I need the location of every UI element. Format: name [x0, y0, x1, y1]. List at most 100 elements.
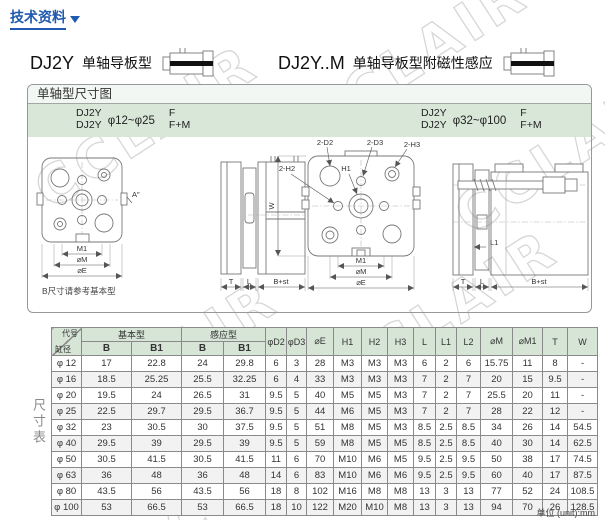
dim-cell: 15: [512, 371, 544, 388]
dim-cell: 66.5: [223, 499, 267, 516]
dim-cell: 6: [286, 467, 308, 484]
dim-cell: 10: [286, 499, 308, 516]
svg-text:2-D2: 2-D2: [317, 138, 333, 147]
dim-cell: 30.5: [81, 451, 132, 468]
dim-cell: 54.5: [567, 419, 599, 436]
dim-cell: 28: [480, 403, 514, 420]
dropdown-triangle-icon: [70, 16, 80, 23]
variant-model-line: DJ2Y: [421, 107, 447, 119]
dim-cell: 6: [413, 355, 437, 372]
dim-cell: 43.5: [181, 483, 225, 500]
dim-cell: 128.5: [567, 499, 599, 516]
column-header: φD2: [265, 327, 288, 356]
dim-cell: 2: [435, 371, 458, 388]
product-heading-2: DJ2Y..M 单轴导板型附磁性感应: [278, 46, 557, 80]
dim-cell: M6: [361, 467, 389, 484]
dim-cell: 4: [286, 371, 308, 388]
bore-cell: φ 16: [51, 371, 82, 388]
bore-cell: φ 80: [51, 483, 82, 500]
svg-text:M1: M1: [356, 256, 366, 265]
table-row: φ 40 29.5 39 29.5 39 9.5 5 59 M8 M5 M5 8.5 2.5 8.5 40 3…: [51, 435, 599, 452]
svg-text:L1: L1: [490, 238, 498, 247]
dim-cell: 26: [512, 419, 544, 436]
dim-cell: 22: [512, 403, 544, 420]
bore-cell: φ 20: [51, 387, 82, 404]
dim-cell: 17: [542, 451, 569, 468]
dim-cell: 8.5: [456, 435, 482, 452]
dim-cell: 29.8: [223, 355, 267, 372]
product-model: DJ2Y..M: [278, 52, 345, 73]
tech-data-link[interactable]: 技术资料: [10, 7, 80, 30]
column-header: H3: [387, 327, 415, 356]
svg-text:A″: A″: [132, 190, 140, 199]
dim-cell: 17: [81, 355, 132, 372]
dim-cell: 9.5: [456, 467, 482, 484]
column-header: ⌀M: [480, 327, 514, 356]
dim-cell: 5: [286, 387, 308, 404]
dim-cell: 14: [265, 467, 288, 484]
dim-cell: 32.25: [223, 371, 267, 388]
dim-cell: 2: [435, 403, 458, 420]
column-header: ⌀E: [306, 327, 335, 356]
svg-text:L: L: [247, 277, 251, 286]
corner-header-cell: 代号 缸径: [51, 327, 82, 356]
dim-cell: 62.5: [567, 435, 599, 452]
dim-cell: 2.5: [435, 451, 458, 468]
bore-cell: φ 50: [51, 451, 82, 468]
column-header: H1: [333, 327, 363, 356]
column-header: T: [542, 327, 569, 356]
variant-bore-range: φ32~φ100: [452, 114, 507, 127]
dim-cell: 94: [480, 499, 514, 516]
dim-cell: M5: [387, 435, 415, 452]
bore-cell: φ 32: [51, 419, 82, 436]
unit-note: 单位 (unit):mm: [536, 508, 595, 518]
dim-cell: 48: [223, 467, 267, 484]
svg-text:2-H2: 2-H2: [279, 164, 295, 173]
dim-cell: M3: [361, 371, 389, 388]
product-model: DJ2Y: [30, 52, 75, 73]
dim-cell: M3: [333, 371, 363, 388]
column-header: W: [567, 327, 599, 356]
svg-text:L: L: [480, 277, 484, 286]
dim-cell: 8.5: [413, 435, 437, 452]
column-header: H2: [361, 327, 389, 356]
bore-cell: φ 12: [51, 355, 82, 372]
product-name: 单轴导板型: [82, 55, 153, 71]
dim-cell: 13: [456, 483, 482, 500]
dim-cell: 6: [265, 371, 288, 388]
table-row: φ 63 36 48 36 48 14 6 83 M10 M6 M6 9.5 2.5 9.5 60 40 17 8…: [51, 467, 599, 484]
dim-cell: M3: [387, 419, 415, 436]
variant-bore-range: φ12~φ25: [107, 114, 155, 127]
cylinder-with-sensor-icon: [503, 48, 555, 77]
dim-cell: M20: [333, 499, 363, 516]
right-face-view-drawing: 2-D2 2-D3 2-H3 2-H2 H1 W M1: [267, 138, 421, 291]
dim-cell: M6: [387, 467, 415, 484]
dim-cell: 6: [265, 355, 288, 372]
dim-cell: 13: [413, 483, 437, 500]
dim-cell: 2: [435, 355, 458, 372]
dim-cell: 9.5: [413, 467, 437, 484]
dim-cell: M5: [361, 419, 389, 436]
dim-cell: M6: [361, 451, 389, 468]
dim-cell: 26.5: [181, 387, 225, 404]
dim-cell: M6: [333, 403, 363, 420]
dim-cell: 5: [286, 403, 308, 420]
dim-cell: 70: [512, 499, 544, 516]
tech-data-label: 技术资料: [10, 7, 66, 30]
table-row: φ 20 19.5 24 26.5 31 9.5 5 40 M5 M5 M3 7 2 7 25.5 20 11-: [51, 387, 599, 404]
dim-cell: 77: [480, 483, 514, 500]
dim-cell: 9.5: [542, 371, 569, 388]
bore-cell: φ 100: [51, 499, 82, 516]
variant-option: F+M: [520, 119, 542, 131]
dim-cell: 20: [480, 371, 514, 388]
table-header-row-2: B B1 B B1: [52, 341, 598, 356]
column-header: L: [413, 327, 437, 356]
dim-cell: 36.7: [223, 403, 267, 420]
dim-cell: 66.5: [130, 499, 183, 516]
dim-cell: M5: [361, 387, 389, 404]
svg-text:⌀M: ⌀M: [77, 255, 88, 264]
variant-option: F: [168, 107, 176, 119]
dim-cell: 24: [542, 483, 569, 500]
dim-cell: 24: [181, 355, 225, 372]
